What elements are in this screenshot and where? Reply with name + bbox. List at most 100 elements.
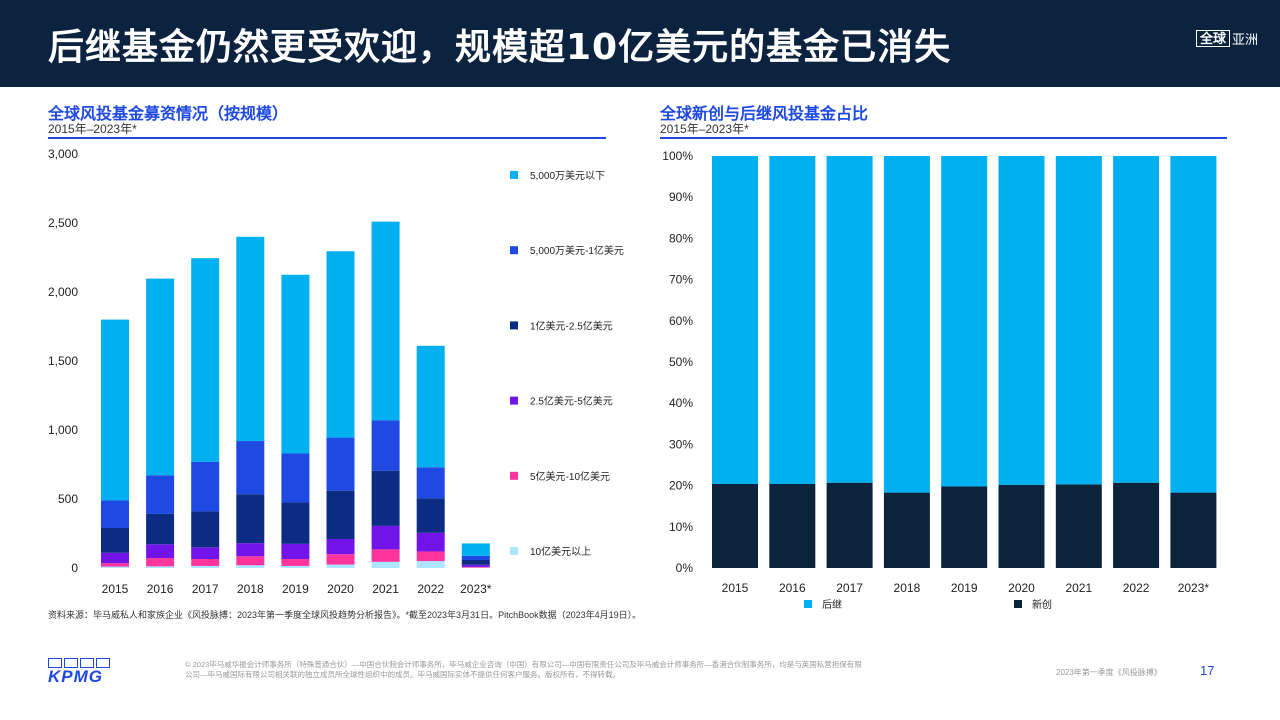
bar-segment xyxy=(826,156,873,483)
legend-swatch xyxy=(510,246,518,255)
first-time-vs-follow-on-chart: 0% 10% 20% 30% 40% 50% 60% 70% 80% 90% 100% 2015 201… xyxy=(662,149,1217,610)
y-tick-label: 1,500 xyxy=(48,354,78,368)
y-tick-label: 2,500 xyxy=(48,216,78,230)
bar-segment xyxy=(191,511,220,548)
bar-segment xyxy=(883,156,930,493)
bar-segment xyxy=(461,559,490,565)
bar-segment xyxy=(1055,156,1102,485)
bar-segment xyxy=(883,492,930,568)
legend-swatch xyxy=(510,547,518,555)
y-tick-label: 3,000 xyxy=(48,147,78,161)
x-tick-label: 2015 xyxy=(102,582,129,596)
kpmg-logo-text: KPMG xyxy=(48,667,103,686)
x-tick-label: 2019 xyxy=(951,581,978,595)
y-tick-label: 1,000 xyxy=(48,423,78,437)
bar-segment xyxy=(941,486,988,568)
bar-segment xyxy=(146,544,175,559)
bar-segment xyxy=(712,483,758,568)
bar-segment xyxy=(371,525,400,550)
bar-segment xyxy=(281,502,310,544)
bar-segment xyxy=(281,274,310,454)
right-chart-title: 全球新创与后继风投基金占比 xyxy=(660,104,869,123)
x-tick-label: 2020 xyxy=(327,582,354,596)
x-tick-label: 2023* xyxy=(460,582,492,596)
y-tick-label: 50% xyxy=(669,355,693,369)
x-tick-label: 2018 xyxy=(237,582,264,596)
x-tick-label: 2022 xyxy=(417,582,444,596)
bar-segment xyxy=(326,564,355,568)
x-tick-label: 2023* xyxy=(1178,581,1210,595)
bar-segment xyxy=(191,559,220,566)
legal-disclaimer: © 2023毕马威华振会计师事务所（特殊普通合伙）—中国合伙制会计师事务所，毕马… xyxy=(185,660,862,679)
y-tick-label: 90% xyxy=(669,190,693,204)
bar-segment xyxy=(769,156,816,484)
bar-segment xyxy=(236,543,265,557)
source-note: 资料来源：毕马威私人和家族企业《风投脉搏：2023年第一季度全球风投趋势分析报告… xyxy=(48,610,642,620)
legend-swatch xyxy=(510,321,518,330)
bar-segment xyxy=(416,467,445,499)
bar-segment xyxy=(236,494,265,544)
bar-segment xyxy=(998,484,1045,568)
bar-segment xyxy=(416,345,445,468)
x-tick-label: 2017 xyxy=(836,581,863,595)
bar-segment xyxy=(326,251,355,438)
bar-segment xyxy=(146,475,175,514)
legend-label: 10亿美元以上 xyxy=(530,545,591,558)
legend-swatch xyxy=(804,600,812,608)
legend-label: 5,000万美元-1亿美元 xyxy=(530,244,624,257)
left-chart-subtitle: 2015年–2023年* xyxy=(48,122,137,136)
bar-segment xyxy=(101,566,129,568)
bar-segment xyxy=(236,236,265,442)
x-tick-label: 2022 xyxy=(1123,581,1150,595)
bar-segment xyxy=(236,565,265,568)
legend-label: 2.5亿美元-5亿美元 xyxy=(530,395,613,408)
region-global-badge: 全球 xyxy=(1195,30,1230,47)
bar-segment xyxy=(281,543,310,560)
bar-segment xyxy=(371,470,400,526)
bar-segment xyxy=(101,319,129,501)
x-tick-label: 2017 xyxy=(192,582,219,596)
bar-segment xyxy=(461,566,490,568)
bar-segment xyxy=(461,555,490,560)
legend-swatch xyxy=(1014,600,1022,608)
x-tick-label: 2015 xyxy=(722,581,749,595)
x-tick-label: 2016 xyxy=(147,582,174,596)
bar-segment xyxy=(281,559,310,566)
legend-label: 5亿美元-10亿美元 xyxy=(530,470,610,483)
bar-segment xyxy=(371,549,400,562)
x-tick-label: 2020 xyxy=(1008,581,1035,595)
y-tick-label: 40% xyxy=(669,396,693,410)
bar-segment xyxy=(371,561,400,568)
y-tick-label: 100% xyxy=(662,149,693,163)
right-chart-rule xyxy=(660,137,1227,139)
bar-segment xyxy=(146,513,175,545)
legend-swatch xyxy=(510,396,518,405)
page-number: 17 xyxy=(1200,663,1215,678)
x-tick-label: 2016 xyxy=(779,581,806,595)
bar-segment xyxy=(941,156,988,487)
bar-segment xyxy=(416,498,445,533)
header-bar: 后继基金仍然更受欢迎，规模超10亿美元的基金已消失 全球 亚洲 xyxy=(0,0,1280,87)
bar-segment xyxy=(326,490,355,540)
bar-segment xyxy=(712,156,758,484)
y-tick-label: 10% xyxy=(669,520,693,534)
legend-swatch xyxy=(510,471,518,480)
funding-by-size-chart: 0 500 1,000 1,500 2,000 2,500 3,000 2015 2016 201… xyxy=(48,147,624,596)
bar-segment xyxy=(998,156,1045,485)
bar-segment xyxy=(416,532,445,552)
bar-segment xyxy=(1113,156,1160,483)
legend-label: 新创 xyxy=(1032,598,1052,610)
y-tick-label: 2,000 xyxy=(48,285,78,299)
bar-segment xyxy=(146,278,175,476)
bar-segment xyxy=(101,500,129,528)
bar-segment xyxy=(146,566,175,568)
bar-segment xyxy=(236,441,265,495)
bar-segment xyxy=(191,258,220,462)
bar-segment xyxy=(146,558,175,567)
x-tick-label: 2021 xyxy=(372,582,399,596)
x-tick-label: 2021 xyxy=(1065,581,1092,595)
right-chart-subtitle: 2015年–2023年* xyxy=(660,122,749,136)
kpmg-logo: KPMG xyxy=(48,658,114,686)
legend-label: 1亿美元-2.5亿美元 xyxy=(530,319,613,332)
y-tick-label: 30% xyxy=(669,437,693,451)
